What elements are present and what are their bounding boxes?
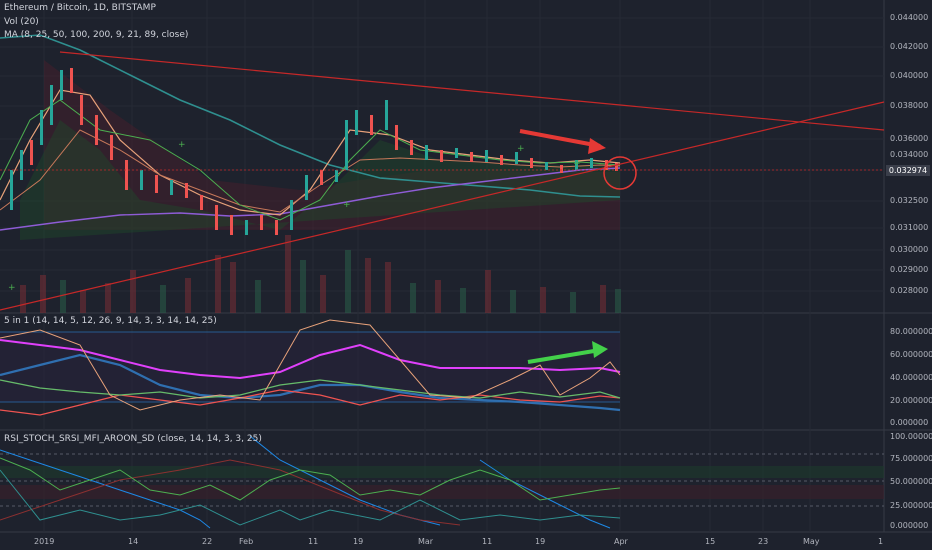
volume-bars	[20, 235, 621, 313]
volume-legend[interactable]: Vol (20)	[4, 17, 39, 27]
pane2-upper-zone	[0, 466, 884, 478]
price-tick: 0.040000	[890, 71, 929, 80]
red-circle-annotation[interactable]	[603, 156, 637, 190]
ma-purple-line	[0, 167, 621, 231]
price-tick: 0.030000	[890, 245, 929, 254]
pane2-lower-zone	[0, 485, 884, 499]
time-tick: May	[803, 537, 820, 546]
ma-green-line	[0, 99, 621, 221]
pane1-green-line	[0, 379, 621, 399]
pane1-stoch-line	[0, 319, 621, 411]
time-tick: 23	[758, 537, 769, 546]
time-tick: 1	[878, 537, 884, 546]
time-tick: 11	[308, 537, 319, 546]
svg-text:+: +	[343, 200, 351, 210]
time-tick: Apr	[614, 537, 628, 546]
pane2-tick: 75.000000	[890, 454, 932, 463]
pane1-tick: 40.000000	[890, 373, 932, 382]
price-tick: 0.034000	[890, 150, 929, 159]
pane2-tick: 50.000000	[890, 477, 932, 486]
pane2-legend[interactable]: RSI_STOCH_SRSI_MFI_AROON_SD (close, 14, …	[4, 434, 262, 444]
price-tick: 0.042000	[890, 42, 929, 51]
pane2-tick: 25.000000	[890, 501, 932, 510]
price-tick: 0.036000	[890, 134, 929, 143]
svg-text:+: +	[178, 140, 186, 150]
time-tick: 2019	[34, 537, 55, 546]
price-candles	[10, 68, 618, 235]
ma-legend[interactable]: MA (8, 25, 50, 100, 200, 9, 21, 89, clos…	[4, 30, 189, 40]
vertical-grid	[43, 0, 811, 532]
last-price-tag: 0.032974	[886, 165, 930, 176]
time-tick: 19	[353, 537, 364, 546]
price-tick: 0.031000	[890, 223, 929, 232]
red-down-arrow[interactable]	[519, 129, 606, 154]
svg-text:+: +	[517, 144, 525, 154]
pane2-mfi-line	[0, 469, 621, 526]
pane1-tick: 20.000000	[890, 396, 932, 405]
time-tick: 15	[705, 537, 716, 546]
time-tick: Mar	[418, 537, 434, 546]
pane2-aroon-down-line	[0, 459, 461, 526]
pane2-aroon-line	[0, 449, 211, 529]
signal-markers: + + + + +	[8, 140, 581, 293]
symbol-legend[interactable]: Ethereum / Bitcoin, 1D, BITSTAMP	[4, 3, 156, 13]
price-tick: 0.028000	[890, 286, 929, 295]
svg-text:+: +	[573, 159, 581, 169]
pane1-red-line	[0, 389, 621, 416]
time-tick: 14	[128, 537, 139, 546]
pane1-legend[interactable]: 5 in 1 (14, 14, 5, 12, 26, 9, 14, 3, 3, …	[4, 316, 217, 326]
time-tick: 11	[482, 537, 493, 546]
time-tick: 22	[202, 537, 213, 546]
pane1-tick: 0.000000	[890, 418, 929, 427]
pane2-rsi-line	[0, 457, 621, 501]
lower-trendline[interactable]	[0, 101, 885, 311]
svg-text:+: +	[8, 283, 16, 293]
price-tick: 0.044000	[890, 13, 929, 22]
time-tick: 19	[535, 537, 546, 546]
pane1-tick: 60.000000	[890, 350, 932, 359]
green-up-arrow[interactable]	[527, 341, 608, 364]
pane2-tick: 0.000000	[890, 521, 929, 530]
pane2-tick: 100.000000	[890, 432, 932, 441]
pane1-tick: 80.000000	[890, 327, 932, 336]
price-tick: 0.038000	[890, 101, 929, 110]
time-tick: Feb	[239, 537, 254, 546]
pane2-aroon-line-3	[479, 459, 611, 529]
price-tick: 0.029000	[890, 265, 929, 274]
upper-trendline[interactable]	[59, 51, 885, 131]
horizontal-grid	[0, 17, 884, 292]
price-tick: 0.032500	[890, 196, 929, 205]
bull-cloud	[20, 120, 620, 240]
pane1-blue-line	[0, 353, 621, 412]
